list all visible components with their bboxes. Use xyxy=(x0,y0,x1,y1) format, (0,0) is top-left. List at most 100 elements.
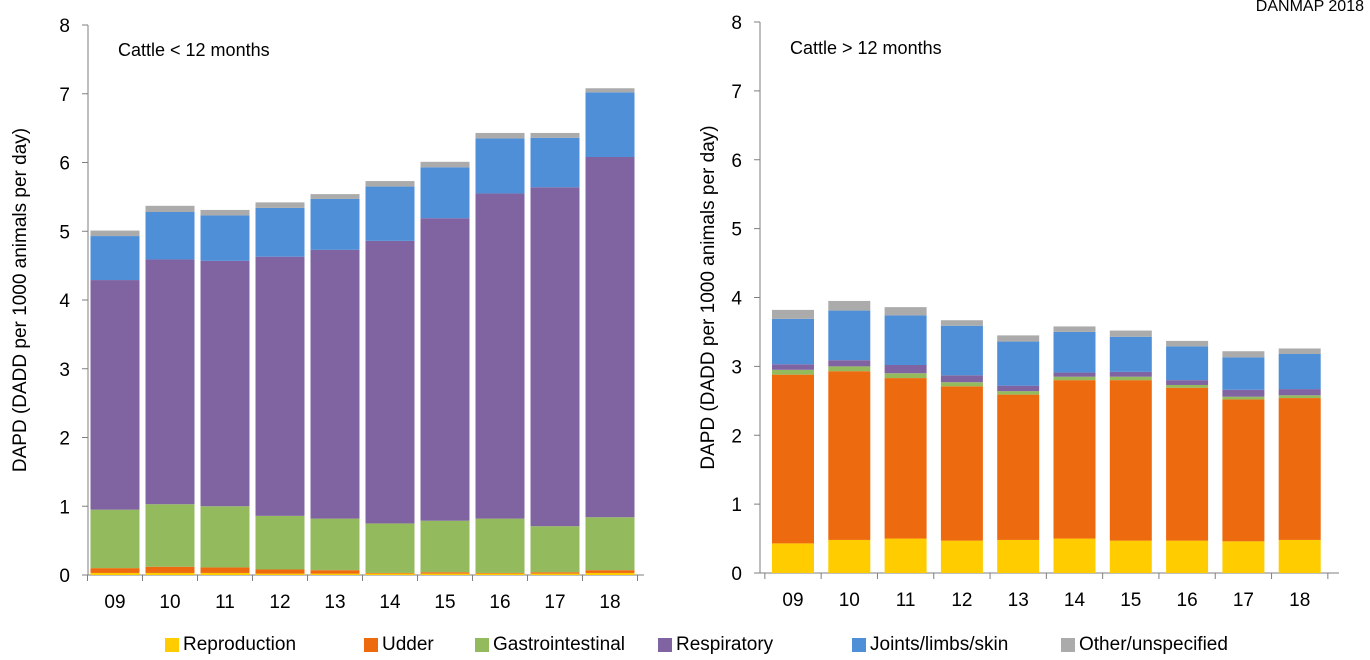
x-tick-label: 16 xyxy=(1177,590,1198,611)
bar-segment-joints-limbs-skin xyxy=(475,138,525,194)
bar-segment-other-unspecified xyxy=(997,335,1040,342)
bar-segment-udder xyxy=(1222,399,1265,542)
legend-swatch xyxy=(658,638,672,652)
bar-segment-joints-limbs-skin xyxy=(530,137,580,188)
bar-segment-reproduction xyxy=(310,573,360,575)
bar-segment-joints-limbs-skin xyxy=(585,92,635,157)
bar-segment-other-unspecified xyxy=(530,132,580,138)
watermark-label: DANMAP 2018 xyxy=(1255,0,1364,15)
bar-segment-joints-limbs-skin xyxy=(828,310,871,361)
bar-segment-udder xyxy=(884,378,927,539)
bar-segment-other-unspecified xyxy=(255,202,305,208)
bar-segment-udder xyxy=(200,567,250,573)
bar-segment-udder xyxy=(255,569,305,574)
legend-item-joints-limbs-skin: Joints/limbs/skin xyxy=(852,634,1008,656)
x-tick-label: 18 xyxy=(599,592,620,613)
bar-segment-reproduction xyxy=(997,539,1040,573)
x-tick-label: 13 xyxy=(324,592,345,613)
bar-segment-gastrointestinal xyxy=(940,382,983,387)
legend-label: Udder xyxy=(382,634,434,655)
bar-segment-joints-limbs-skin xyxy=(772,318,814,365)
y-axis-title: DAPD (DADD per 1000 animals per day) xyxy=(10,128,31,472)
bar-segment-respiratory xyxy=(940,375,983,383)
y-tick-label: 2 xyxy=(59,429,70,450)
bar-segment-other-unspecified xyxy=(1166,340,1209,347)
bar-segment-joints-limbs-skin xyxy=(420,167,470,219)
y-tick-label: 3 xyxy=(59,360,70,381)
bar-segment-joints-limbs-skin xyxy=(255,207,305,257)
x-tick-label: 17 xyxy=(544,592,565,613)
bar-segment-reproduction xyxy=(1278,539,1321,573)
x-tick-label: 18 xyxy=(1289,590,1310,611)
bar-segment-other-unspecified xyxy=(475,132,525,139)
bar-segment-respiratory xyxy=(772,364,814,370)
bar-segment-respiratory xyxy=(365,240,415,524)
bar-segment-udder xyxy=(997,394,1040,540)
bar-segment-udder xyxy=(1109,380,1152,541)
x-tick-label: 16 xyxy=(489,592,510,613)
bar-segment-joints-limbs-skin xyxy=(997,341,1040,386)
y-tick-label: 7 xyxy=(731,82,742,103)
x-tick-label: 15 xyxy=(1120,590,1141,611)
y-axis-title: DAPD (DADD per 1000 animals per day) xyxy=(698,125,719,469)
y-tick-label: 0 xyxy=(59,566,70,587)
bar-segment-reproduction xyxy=(255,573,305,575)
bar-segment-joints-limbs-skin xyxy=(1166,346,1209,381)
bar-segment-reproduction xyxy=(530,573,580,575)
bar-segment-respiratory xyxy=(90,280,140,510)
bar-segment-reproduction xyxy=(1053,538,1096,573)
x-tick-label: 12 xyxy=(951,590,972,611)
y-tick-label: 2 xyxy=(731,426,742,447)
bar-segment-other-unspecified xyxy=(828,300,871,311)
bar-segment-gastrointestinal xyxy=(530,526,580,573)
y-tick-label: 8 xyxy=(731,13,742,34)
bar-segment-gastrointestinal xyxy=(772,369,814,375)
x-tick-label: 11 xyxy=(896,590,916,611)
y-tick-label: 8 xyxy=(59,16,70,37)
bar-segment-gastrointestinal xyxy=(828,366,871,372)
bar-segment-other-unspecified xyxy=(585,88,635,93)
y-tick-label: 4 xyxy=(59,291,70,312)
bar-segment-reproduction xyxy=(1109,540,1152,573)
bar-segment-joints-limbs-skin xyxy=(884,315,927,365)
bar-segment-udder xyxy=(772,374,814,544)
bar-segment-joints-limbs-skin xyxy=(365,186,415,241)
legend-item-udder: Udder xyxy=(364,634,434,656)
bar-segment-other-unspecified xyxy=(200,209,250,216)
legend-swatch xyxy=(475,638,489,652)
bar-segment-other-unspecified xyxy=(1109,330,1152,337)
bar-segment-reproduction xyxy=(772,543,814,573)
bar-segment-udder xyxy=(90,568,140,573)
bar-segment-respiratory xyxy=(828,360,871,367)
bar-segment-gastrointestinal xyxy=(585,517,635,571)
bar-segment-udder xyxy=(828,371,871,540)
bar-segment-gastrointestinal xyxy=(420,520,470,573)
bar-segment-joints-limbs-skin xyxy=(1053,331,1096,373)
bar-segment-joints-limbs-skin xyxy=(1222,357,1265,390)
bar-segment-gastrointestinal xyxy=(1278,395,1321,399)
x-tick-label: 10 xyxy=(839,590,860,611)
bar-segment-gastrointestinal xyxy=(1053,376,1096,381)
bar-segment-other-unspecified xyxy=(884,307,927,316)
bar-segment-other-unspecified xyxy=(365,181,415,187)
legend-label: Reproduction xyxy=(183,634,297,655)
bar-segment-joints-limbs-skin xyxy=(940,325,983,376)
bar-segment-udder xyxy=(1166,387,1209,541)
bar-segment-respiratory xyxy=(255,256,305,516)
bar-segment-gastrointestinal xyxy=(255,515,305,570)
bar-segment-other-unspecified xyxy=(310,194,360,199)
bar-segment-respiratory xyxy=(530,187,580,527)
bar-segment-reproduction xyxy=(90,572,140,575)
bar-segment-respiratory xyxy=(145,259,195,505)
bar-segment-respiratory xyxy=(420,218,470,521)
chart-legend: Reproduction Udder Gastrointestinal Respira… xyxy=(0,634,1370,656)
bar-segment-udder xyxy=(475,572,525,574)
bar-segment-gastrointestinal xyxy=(365,523,415,573)
x-tick-label: 11 xyxy=(215,592,235,613)
bar-segment-gastrointestinal xyxy=(145,504,195,567)
bar-segment-other-unspecified xyxy=(90,230,140,237)
bar-segment-other-unspecified xyxy=(772,309,814,319)
bar-segment-joints-limbs-skin xyxy=(90,236,140,281)
